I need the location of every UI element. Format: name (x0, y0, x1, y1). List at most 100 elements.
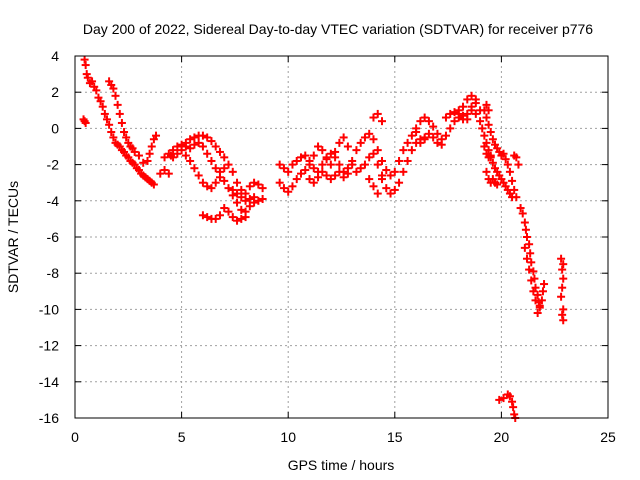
data-point (512, 193, 521, 202)
data-point (215, 167, 224, 176)
data-point (292, 175, 301, 184)
data-point (173, 149, 182, 158)
data-point (510, 185, 519, 194)
data-point (288, 160, 297, 169)
data-point (120, 128, 129, 137)
data-point (352, 146, 361, 155)
chart-title: Day 200 of 2022, Sidereal Day-to-day VTE… (83, 21, 593, 37)
data-point (508, 176, 517, 185)
data-point (386, 189, 395, 198)
data-point (284, 187, 293, 196)
data-point (437, 140, 446, 149)
data-point (88, 77, 97, 86)
data-point (399, 167, 408, 176)
y-tick-label: -14 (39, 374, 59, 390)
data-point (284, 167, 293, 176)
x-axis-label: GPS time / hours (288, 457, 395, 473)
x-tick-label: 10 (280, 429, 296, 445)
data-point (343, 169, 352, 178)
data-point (237, 205, 246, 214)
data-point (356, 138, 365, 147)
data-point (318, 167, 327, 176)
data-point (557, 254, 566, 263)
data-point (111, 91, 120, 100)
data-point (335, 160, 344, 169)
y-tick-label: -10 (39, 301, 59, 317)
data-point (122, 133, 131, 142)
data-point (250, 193, 259, 202)
data-point (134, 151, 143, 160)
data-point (220, 153, 229, 162)
data-point (224, 207, 233, 216)
data-point (488, 158, 497, 167)
data-point (486, 128, 495, 137)
data-point (424, 129, 433, 138)
data-point (495, 395, 504, 404)
data-point (92, 86, 101, 95)
data-point (360, 160, 369, 169)
data-point (540, 280, 549, 289)
data-point (463, 115, 472, 124)
data-point (343, 142, 352, 151)
data-point (258, 194, 267, 203)
data-point (109, 84, 118, 93)
data-point (450, 117, 459, 126)
data-point (429, 122, 438, 131)
data-point (220, 204, 229, 213)
data-point (143, 156, 152, 165)
data-point (207, 184, 216, 193)
data-point (373, 109, 382, 118)
data-point (309, 151, 318, 160)
data-point (147, 142, 156, 151)
data-point (482, 100, 491, 109)
data-point (224, 184, 233, 193)
data-point (331, 153, 340, 162)
data-point (279, 184, 288, 193)
data-point (403, 138, 412, 147)
data-point (211, 178, 220, 187)
data-point (441, 113, 450, 122)
data-point (348, 160, 357, 169)
data-point (81, 118, 90, 127)
data-point (164, 169, 173, 178)
data-point (228, 213, 237, 222)
data-point (169, 153, 178, 162)
data-point (416, 138, 425, 147)
data-point (318, 160, 327, 169)
data-point (433, 129, 442, 138)
data-point (395, 178, 404, 187)
data-point (459, 111, 468, 120)
data-point (382, 166, 391, 175)
data-point (237, 193, 246, 202)
data-point (117, 118, 126, 127)
data-point (258, 184, 267, 193)
data-point (160, 153, 169, 162)
data-point (139, 158, 148, 167)
data-point (369, 135, 378, 144)
data-point (535, 301, 544, 310)
data-point (173, 142, 182, 151)
data-point (403, 156, 412, 165)
data-point (322, 155, 331, 164)
data-point (105, 120, 114, 129)
y-tick-label: -12 (39, 338, 59, 354)
data-point (407, 146, 416, 155)
data-point (518, 209, 527, 218)
data-point (514, 160, 523, 169)
data-point (365, 153, 374, 162)
y-tick-label: 0 (51, 120, 59, 136)
data-point (186, 156, 195, 165)
data-point (512, 153, 521, 162)
data-point (80, 55, 89, 64)
data-point (224, 160, 233, 169)
data-point (145, 149, 154, 158)
data-point (326, 175, 335, 184)
data-point (558, 265, 567, 274)
data-point (186, 135, 195, 144)
data-point (339, 133, 348, 142)
y-tick-label: -6 (47, 229, 60, 245)
data-point (559, 260, 568, 269)
data-point (245, 194, 254, 203)
data-point (369, 113, 378, 122)
